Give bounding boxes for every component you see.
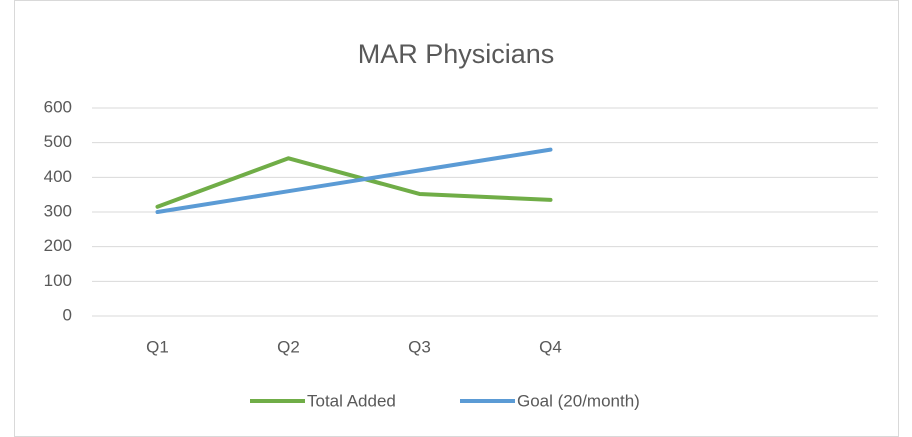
- y-tick-label: 0: [63, 305, 72, 324]
- y-tick-label: 100: [44, 271, 72, 290]
- y-tick-label: 300: [44, 201, 72, 220]
- chart-frame: [14, 0, 899, 437]
- y-tick-label: 600: [44, 97, 72, 116]
- x-tick-label: Q2: [277, 337, 300, 356]
- y-tick-label: 400: [44, 167, 72, 186]
- chart-title: MAR Physicians: [358, 39, 555, 69]
- y-tick-label: 200: [44, 236, 72, 255]
- line-series: [155, 147, 553, 214]
- x-tick-label: Q1: [146, 337, 169, 356]
- y-tick-label: 500: [44, 132, 72, 151]
- x-tick-label: Q3: [408, 337, 431, 356]
- line-series: [155, 156, 553, 209]
- x-tick-label: Q4: [539, 337, 562, 356]
- legend-label: Goal (20/month): [517, 391, 640, 410]
- legend-label: Total Added: [307, 391, 396, 410]
